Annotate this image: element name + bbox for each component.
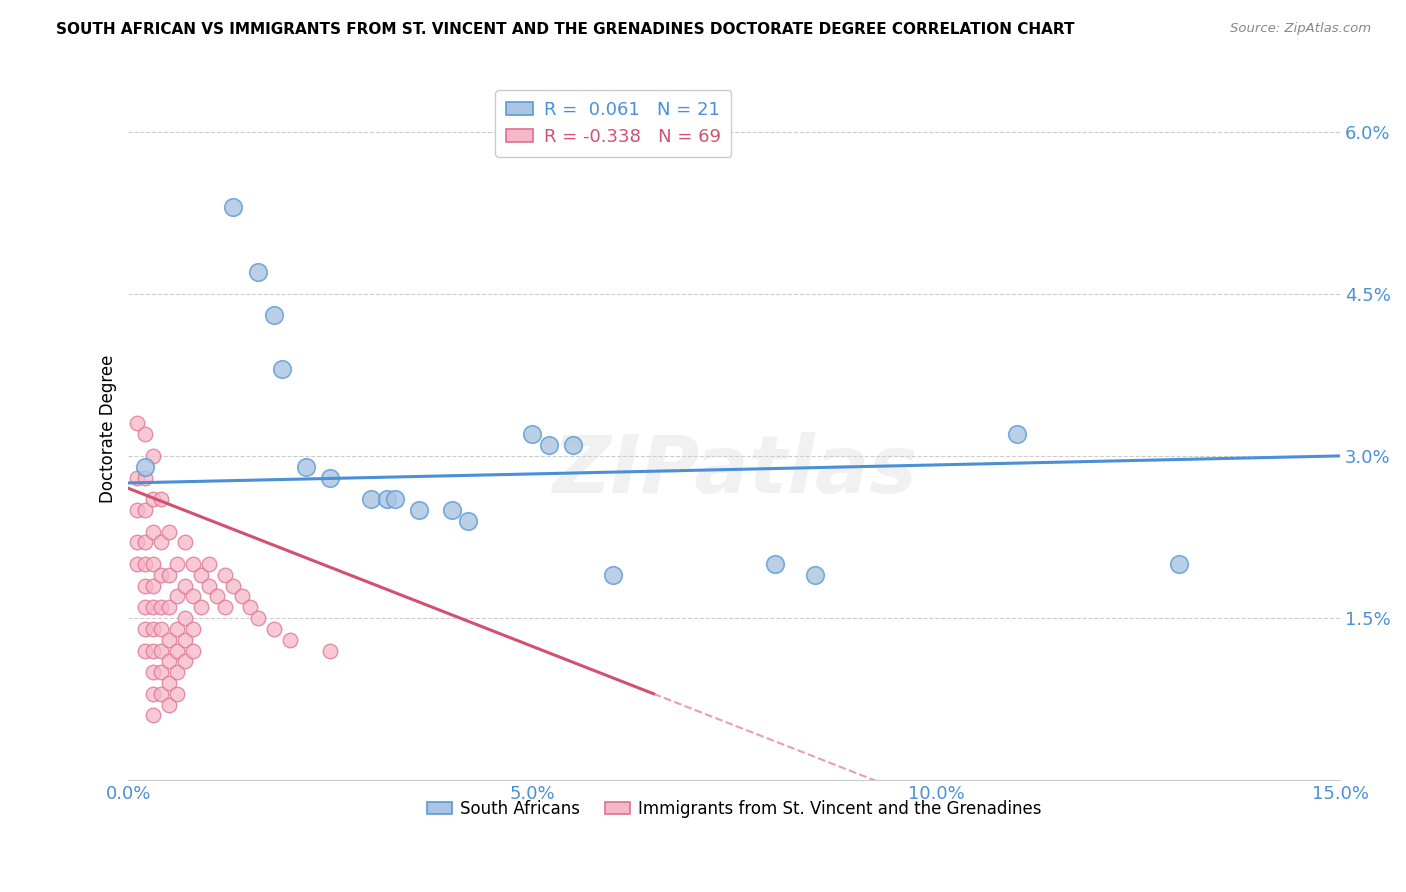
Point [142,449,165,463]
Point [207,590,229,604]
Point [134,535,156,549]
Point [134,557,156,571]
Point [174,579,197,593]
Point [278,632,301,647]
Point [142,579,165,593]
Point [134,470,156,484]
Point [181,590,204,604]
Text: ZIPatlas: ZIPatlas [553,432,917,510]
Point [134,503,156,517]
Point [239,600,262,615]
Point [125,557,148,571]
Point [149,492,172,507]
Point [763,557,786,571]
Point [319,470,342,484]
Y-axis label: Doctorate Degree: Doctorate Degree [100,355,117,503]
Point [522,427,544,442]
Point [166,590,188,604]
Point [125,417,148,431]
Point [157,654,180,668]
Point [295,459,318,474]
Point [149,665,172,680]
Point [222,200,245,214]
Point [602,567,624,582]
Point [142,643,165,657]
Point [360,492,382,507]
Legend: South Africans, Immigrants from St. Vincent and the Grenadines: South Africans, Immigrants from St. Vinc… [420,793,1049,825]
Point [134,579,156,593]
Point [190,567,212,582]
Point [214,600,236,615]
Point [157,567,180,582]
Point [1167,557,1189,571]
Point [174,611,197,625]
Point [142,708,165,723]
Point [181,643,204,657]
Point [134,600,156,615]
Point [246,265,269,279]
Point [166,622,188,636]
Point [134,459,156,474]
Point [157,524,180,539]
Point [375,492,398,507]
Point [142,665,165,680]
Point [157,600,180,615]
Point [142,557,165,571]
Point [142,492,165,507]
Point [384,492,406,507]
Point [166,687,188,701]
Point [1005,427,1028,442]
Point [166,557,188,571]
Point [142,622,165,636]
Point [134,643,156,657]
Point [134,427,156,442]
Point [457,514,479,528]
Point [319,643,342,657]
Point [125,535,148,549]
Point [537,438,560,452]
Point [157,632,180,647]
Point [271,362,294,376]
Point [198,557,221,571]
Point [149,643,172,657]
Point [804,567,827,582]
Point [149,622,172,636]
Point [181,557,204,571]
Point [125,470,148,484]
Point [125,503,148,517]
Point [231,590,253,604]
Point [561,438,583,452]
Point [149,600,172,615]
Text: SOUTH AFRICAN VS IMMIGRANTS FROM ST. VINCENT AND THE GRENADINES DOCTORATE DEGREE: SOUTH AFRICAN VS IMMIGRANTS FROM ST. VIN… [56,22,1074,37]
Point [157,698,180,712]
Point [174,632,197,647]
Point [181,622,204,636]
Point [134,622,156,636]
Point [174,535,197,549]
Point [149,535,172,549]
Point [149,687,172,701]
Point [166,643,188,657]
Point [198,579,221,593]
Point [149,567,172,582]
Point [142,600,165,615]
Point [142,687,165,701]
Point [222,579,245,593]
Text: Source: ZipAtlas.com: Source: ZipAtlas.com [1230,22,1371,36]
Point [263,309,285,323]
Point [157,676,180,690]
Point [166,665,188,680]
Point [214,567,236,582]
Point [246,611,269,625]
Point [263,622,285,636]
Point [174,654,197,668]
Point [190,600,212,615]
Point [440,503,463,517]
Point [142,524,165,539]
Point [408,503,430,517]
